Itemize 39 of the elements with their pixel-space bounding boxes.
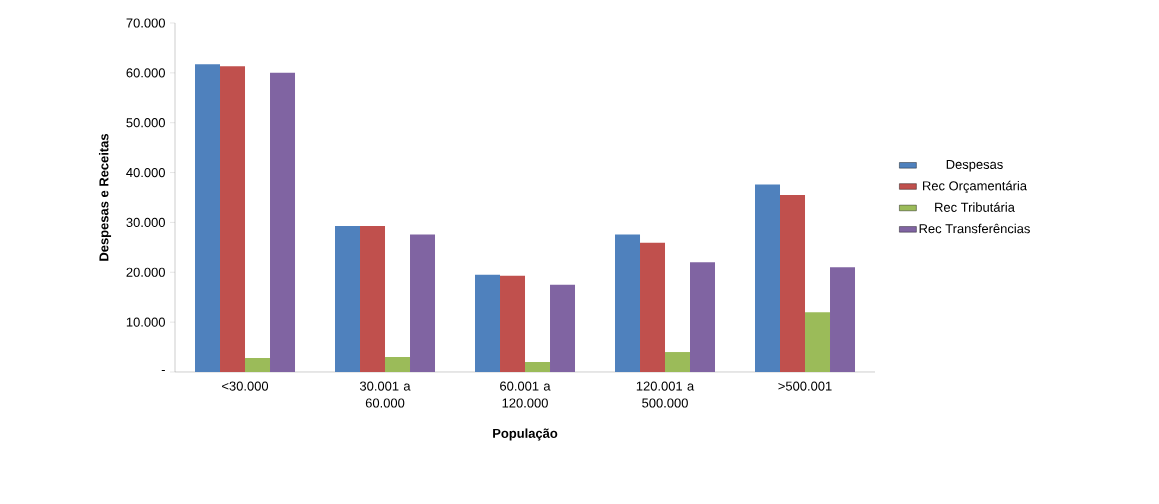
x-tick-label: 60.001 a 120.000 — [500, 381, 551, 408]
bar — [550, 284, 576, 372]
bar — [195, 64, 221, 372]
bar — [360, 225, 386, 372]
bar — [830, 267, 856, 372]
bar — [220, 66, 246, 372]
legend-label: Rec Transferências — [919, 223, 1030, 234]
bar — [780, 195, 806, 372]
y-tick-label: 40.000 — [126, 167, 165, 178]
bar — [475, 274, 501, 372]
bar — [755, 184, 781, 372]
bar — [500, 275, 526, 372]
bar — [410, 234, 436, 372]
y-tick-label: 10.000 — [126, 317, 165, 327]
x-axis-title: População — [493, 428, 558, 441]
y-tick-label: 60.000 — [126, 68, 165, 78]
legend-label: Rec Tributária — [935, 202, 1015, 212]
bar — [270, 72, 296, 372]
legend-label: Rec Orçamentária — [923, 180, 1028, 194]
y-tick-label: - — [161, 370, 165, 372]
y-tick-label: 30.000 — [126, 217, 165, 227]
bar — [335, 225, 361, 372]
x-tick-label: >500.001 — [778, 381, 832, 391]
x-tick-label: <30.000 — [222, 381, 269, 391]
x-tick-label: 30.001 a 60.000 — [359, 381, 411, 408]
x-tick-label: 120.001 a 500.000 — [636, 381, 695, 408]
bar — [665, 352, 691, 372]
bar — [615, 234, 641, 372]
y-tick-label: 20.000 — [126, 267, 165, 277]
y-tick-label: 70.000 — [126, 18, 165, 28]
y-axis-title: Despesas e Receitas — [98, 133, 112, 261]
legend-label: Despesas — [946, 159, 1003, 172]
bar — [245, 358, 271, 372]
bar — [525, 362, 551, 372]
bar — [385, 357, 411, 372]
y-tick-label: 50.000 — [126, 118, 165, 128]
bar — [640, 242, 666, 372]
bar — [805, 312, 831, 372]
bar — [690, 262, 716, 372]
